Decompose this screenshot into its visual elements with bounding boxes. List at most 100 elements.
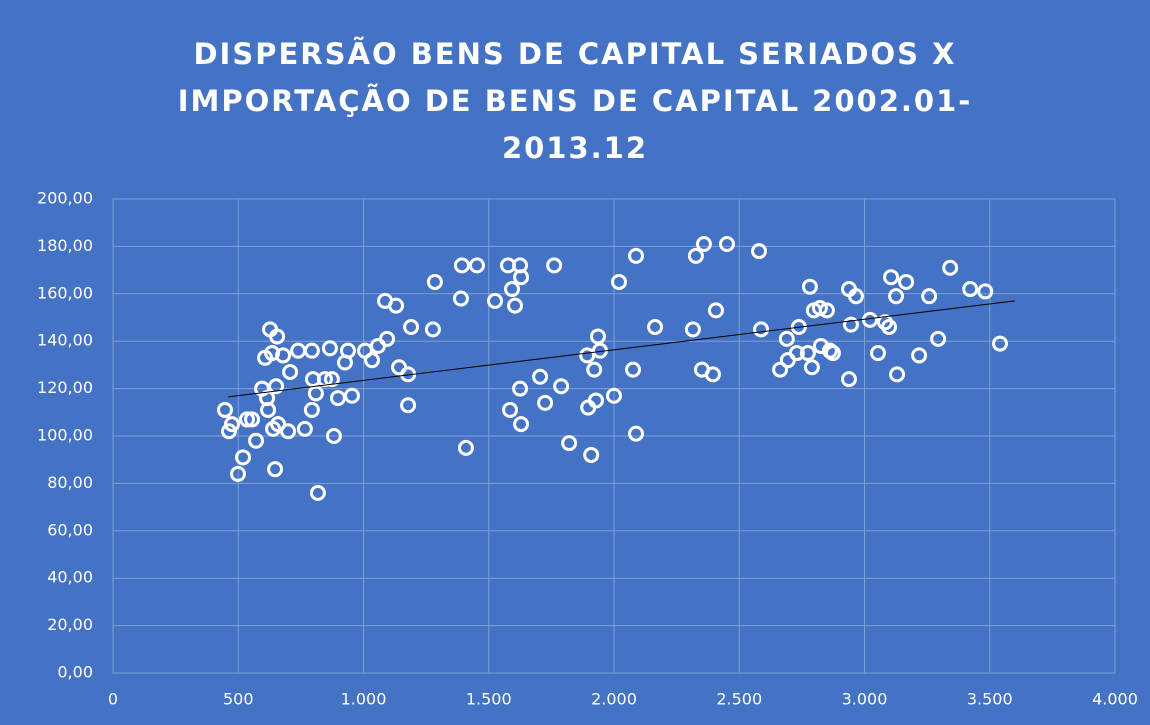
point	[316, 371, 333, 388]
point	[364, 352, 381, 369]
chart-title: DISPERSÃO BENS DE CAPITAL SERIADOS X IMP…	[177, 37, 973, 165]
point	[325, 428, 342, 444]
point	[403, 318, 420, 335]
point	[962, 281, 979, 298]
point	[229, 465, 246, 482]
point	[611, 273, 628, 290]
point	[329, 390, 346, 407]
point	[870, 345, 887, 362]
point	[426, 273, 443, 290]
x-tick-label: 500	[223, 690, 254, 709]
point	[704, 366, 721, 383]
point	[579, 347, 596, 364]
point	[803, 359, 820, 376]
point	[303, 401, 320, 418]
point	[223, 416, 240, 433]
point	[388, 297, 405, 314]
x-tick-label: 3.500	[967, 690, 1013, 709]
point	[268, 378, 285, 395]
point	[553, 378, 570, 395]
point	[321, 340, 338, 357]
point	[487, 292, 504, 309]
point	[788, 345, 805, 362]
point	[468, 257, 485, 274]
y-tick-label: 180,00	[37, 236, 93, 255]
point	[625, 361, 642, 378]
point	[628, 425, 645, 442]
point	[275, 347, 292, 364]
point	[244, 411, 261, 428]
point	[628, 247, 645, 264]
point	[799, 345, 816, 362]
point	[695, 236, 712, 253]
y-tick-label: 20,00	[47, 615, 93, 634]
point	[921, 288, 938, 305]
point	[842, 316, 859, 333]
y-tick-label: 100,00	[37, 426, 93, 445]
point	[296, 420, 313, 437]
point	[239, 411, 256, 428]
point	[280, 423, 297, 440]
x-tick-label: 1.000	[341, 690, 387, 709]
point	[282, 364, 299, 381]
point	[248, 432, 265, 449]
point	[751, 243, 768, 260]
point	[507, 297, 524, 314]
point	[684, 321, 701, 338]
point	[942, 259, 959, 276]
point	[307, 385, 324, 402]
x-tick-label: 4.000	[1092, 690, 1138, 709]
point	[847, 288, 864, 305]
point	[339, 342, 356, 359]
point	[303, 342, 320, 359]
point	[216, 401, 233, 418]
point	[457, 439, 474, 456]
point	[753, 321, 770, 338]
point	[772, 361, 789, 378]
point	[583, 446, 600, 463]
point	[992, 335, 1009, 352]
point	[532, 368, 549, 385]
point	[537, 394, 554, 411]
point	[606, 387, 622, 404]
point	[561, 435, 578, 452]
y-tick-label: 60,00	[47, 520, 93, 539]
point	[811, 300, 828, 317]
point	[647, 318, 664, 335]
point	[452, 290, 469, 307]
point	[453, 257, 470, 274]
point	[888, 288, 905, 305]
x-tick-label: 2.000	[591, 690, 637, 709]
point	[424, 321, 441, 338]
point	[267, 461, 284, 478]
point	[260, 401, 277, 418]
point	[883, 269, 900, 286]
x-tick-label: 3.000	[842, 690, 888, 709]
point	[790, 318, 807, 335]
point	[400, 397, 417, 414]
point	[586, 361, 603, 378]
point	[513, 269, 530, 286]
point	[840, 371, 857, 388]
point	[801, 278, 818, 295]
point	[290, 342, 307, 359]
y-tick-label: 40,00	[47, 568, 93, 587]
point	[687, 247, 704, 264]
x-tick-label: 1.500	[466, 690, 512, 709]
x-tick-label: 0	[108, 690, 118, 709]
point	[546, 257, 563, 274]
y-tick-label: 0,00	[57, 663, 93, 682]
point	[818, 302, 835, 319]
point	[911, 347, 928, 364]
point	[512, 380, 529, 397]
point	[977, 283, 994, 300]
y-tick-label: 200,00	[37, 189, 93, 208]
point	[898, 273, 915, 290]
point	[778, 330, 795, 347]
point	[309, 484, 326, 501]
point	[881, 318, 898, 335]
point	[930, 330, 947, 347]
point	[235, 449, 252, 466]
